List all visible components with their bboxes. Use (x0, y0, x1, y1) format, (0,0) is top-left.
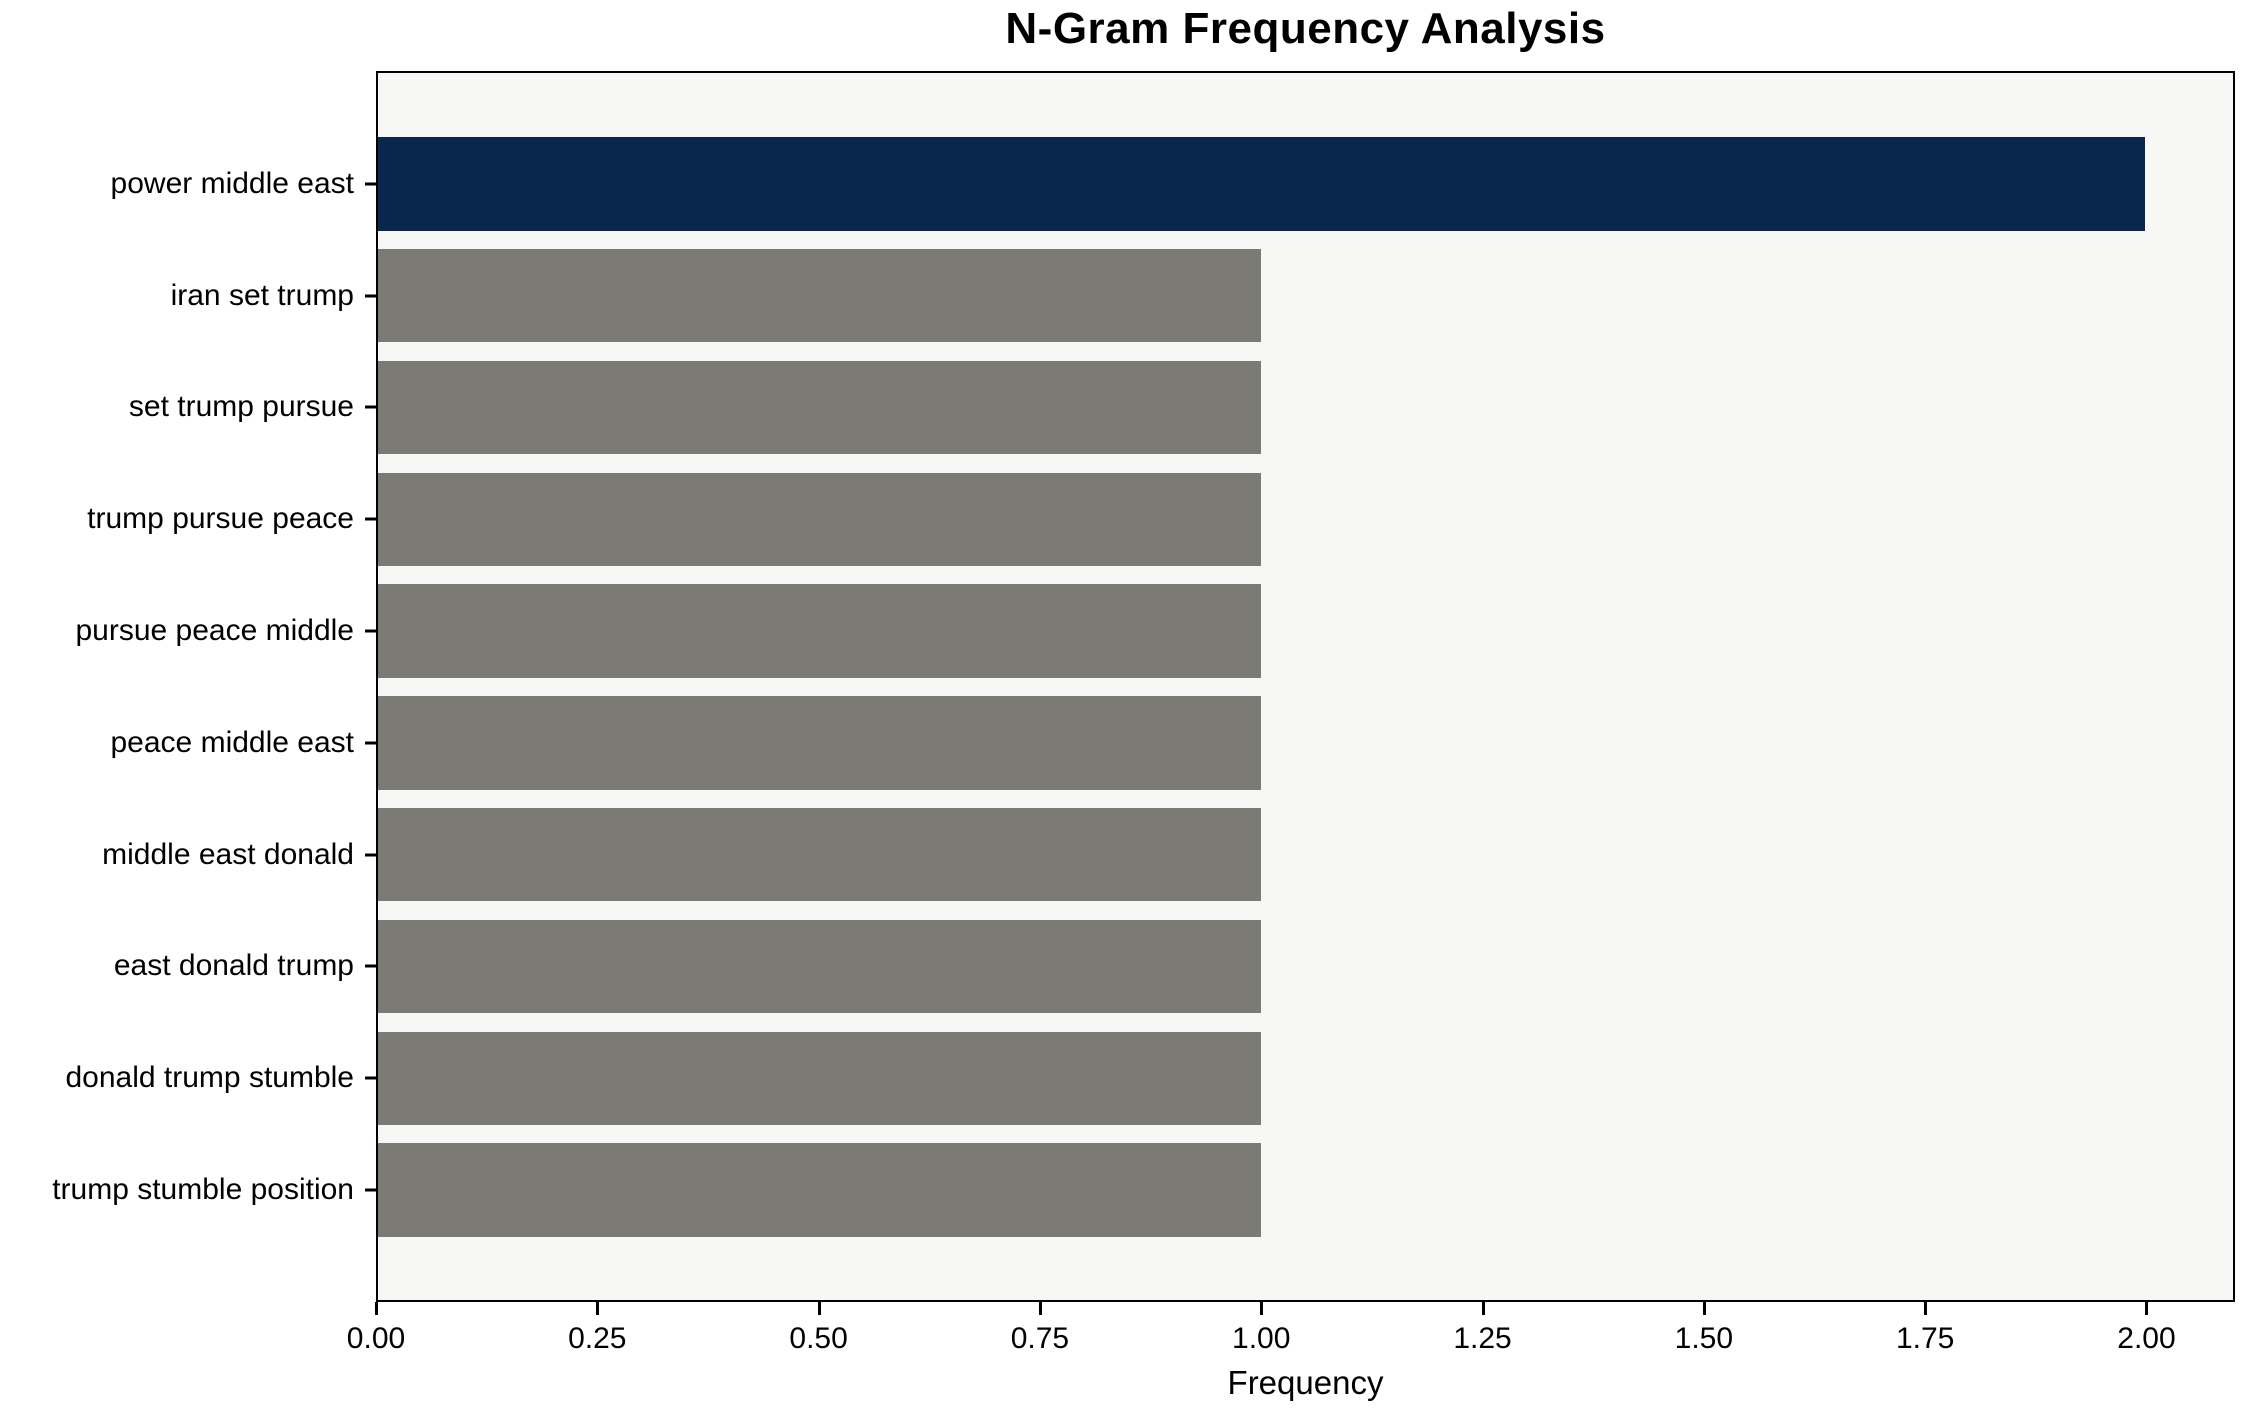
bar-row: iran set trump (171, 240, 2233, 352)
bar-row: donald trump stumble (66, 1022, 2233, 1134)
x-tick-label: 2.00 (2117, 1322, 2176, 1355)
y-tick-label: set trump pursue (128, 390, 354, 424)
y-tick-label: power middle east (110, 166, 354, 200)
bar (378, 808, 1262, 902)
y-tick-mark (365, 853, 376, 857)
y-tick-label: peace middle east (110, 725, 355, 759)
bars-container: power middle east iran set trump set trump… (52, 128, 2233, 1246)
y-tick-mark (365, 1188, 376, 1192)
bar (378, 1143, 1262, 1237)
y-tick-label: pursue peace middle (75, 614, 354, 648)
y-tick-mark (365, 741, 376, 745)
bar-row: peace middle east (111, 687, 2233, 799)
y-tick-label: trump stumble position (52, 1173, 354, 1207)
y-tick-label: middle east donald (102, 837, 354, 871)
y-tick-label: iran set trump (170, 278, 354, 312)
bar (378, 919, 1262, 1014)
bar-row: set trump pursue (129, 352, 2233, 464)
y-tick-label: donald trump stumble (65, 1061, 355, 1095)
x-tick-mark (1260, 1302, 1264, 1315)
y-tick-mark (365, 1076, 376, 1080)
plot-area: power middle east iran set trump set trump… (52, 71, 2235, 1302)
y-tick-mark (365, 405, 376, 409)
bar-row: pursue peace middle (75, 575, 2233, 687)
x-tick-label: 1.75 (1895, 1322, 1955, 1355)
bar (378, 472, 1262, 566)
x-tick-label: 0.25 (568, 1322, 627, 1355)
x-tick-label: 0.00 (346, 1322, 406, 1355)
x-tick-label: 1.25 (1453, 1322, 1512, 1355)
x-tick-mark (1702, 1302, 1706, 1315)
x-tick-label: 0.50 (789, 1322, 848, 1355)
x-tick-mark (817, 1302, 821, 1315)
y-tick-mark (365, 294, 376, 298)
x-tick-label: 1.50 (1674, 1322, 1734, 1355)
bar (378, 696, 1262, 790)
bar (378, 1031, 1262, 1125)
y-tick-label: trump pursue peace (87, 502, 354, 536)
x-tick-mark (1481, 1302, 1485, 1315)
bar (378, 249, 1262, 343)
bar-row: trump stumble position (52, 1134, 2233, 1246)
bar (378, 137, 2145, 231)
bar-row: power middle east (111, 128, 2233, 240)
x-tick-mark (596, 1302, 600, 1315)
y-tick-mark (365, 182, 376, 186)
y-tick-mark (365, 964, 376, 968)
bar (378, 584, 1262, 678)
x-tick-mark (1038, 1302, 1042, 1315)
y-tick-label: east donald trump (113, 949, 354, 983)
x-tick-label: 0.75 (1010, 1322, 1070, 1355)
bar (378, 360, 1262, 455)
bar-row: trump pursue peace (87, 463, 2233, 575)
y-tick-mark (365, 629, 376, 633)
x-tick-mark (2145, 1302, 2149, 1315)
x-tick-mark (375, 1302, 378, 1315)
bar-row: middle east donald (102, 799, 2233, 911)
x-tick-label: 1.00 (1232, 1322, 1291, 1355)
bar-row: east donald trump (114, 911, 2233, 1023)
x-axis-label: Frequency (1227, 1364, 1384, 1401)
x-tick-mark (1924, 1302, 1928, 1315)
y-tick-mark (365, 517, 376, 521)
chart-title: N-Gram Frequency Analysis (1005, 4, 1606, 53)
